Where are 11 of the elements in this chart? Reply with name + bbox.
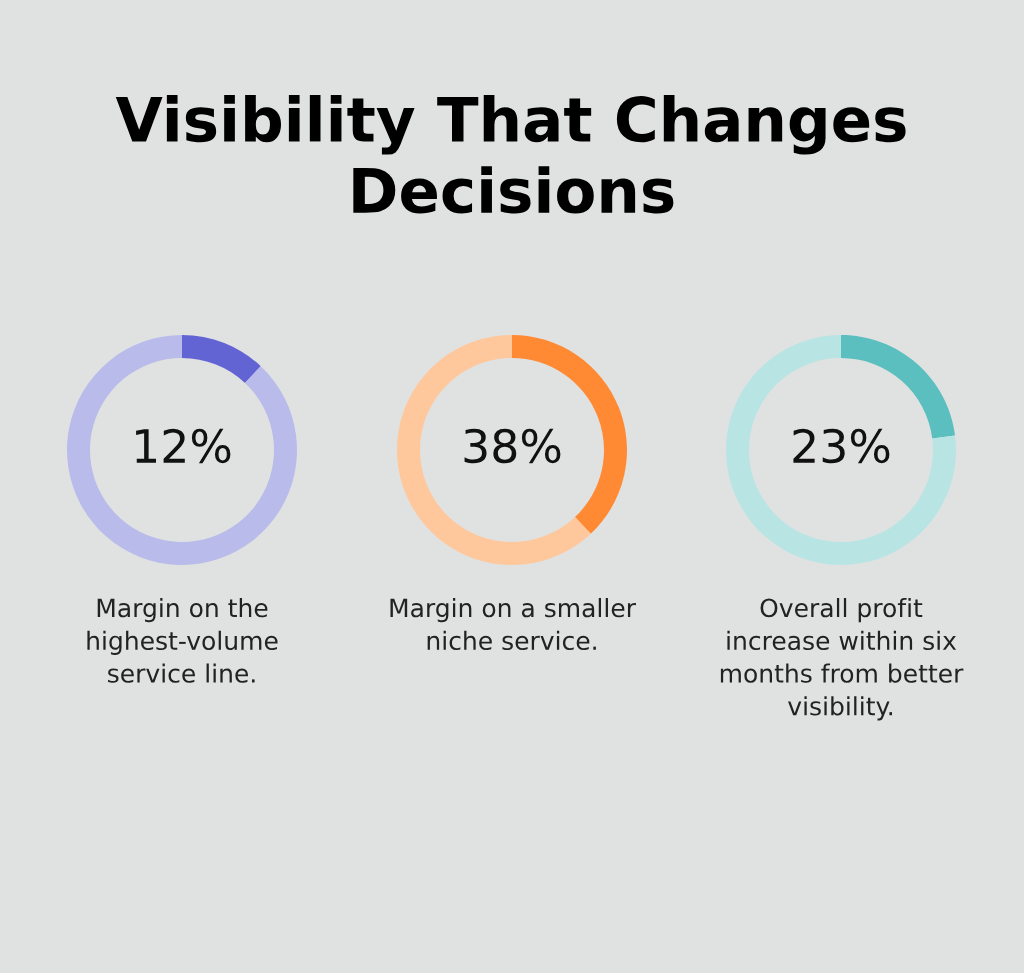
donut-slice [67,335,297,565]
donut-slice [397,335,591,565]
text: Visibility That Changes Decisions [115,95,906,214]
data-label: 38% [464,428,561,464]
text: Margin on a smaller niche service. [390,598,636,651]
text: Margin on the highest-volume service line. [87,598,278,683]
data-label: 12% [136,428,231,464]
donut-slice [182,335,261,383]
donut-slice [726,335,956,565]
text: Overall profit increase within six months from better visibility. [720,598,964,721]
data-label: 23% [793,428,890,464]
